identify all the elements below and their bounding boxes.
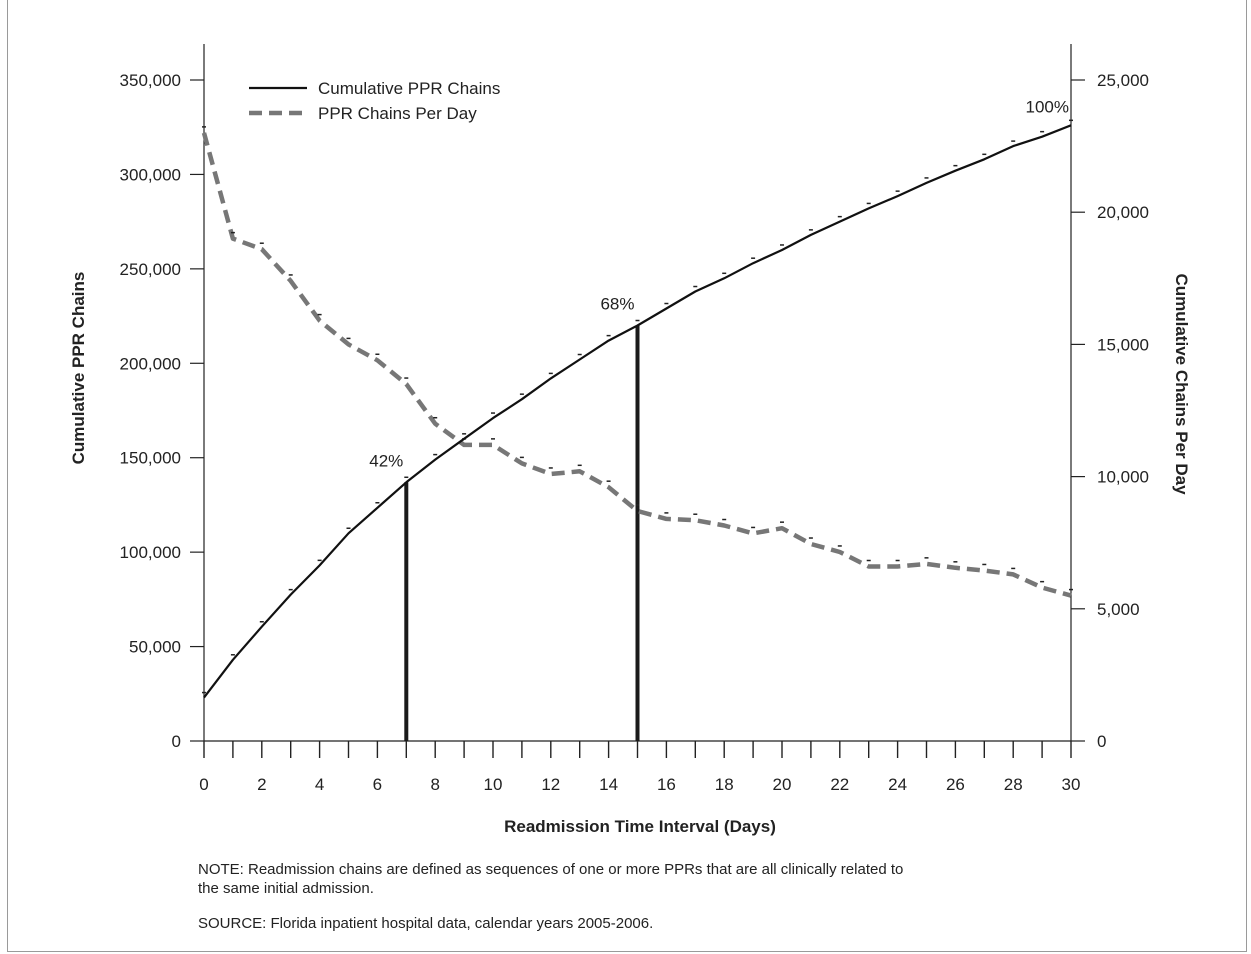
x-tick-label: 16 — [657, 775, 676, 794]
y-tick-label: 200,000 — [120, 354, 181, 373]
x-tick-label: 8 — [430, 775, 439, 794]
note: NOTE: Readmission chains are defined as … — [198, 860, 1098, 898]
axes: 0 2 4 6 8 10 12 14 16 18 20 22 24 26 28 30050,000100,00… — [120, 44, 1149, 794]
y-tick-label: 100,000 — [120, 543, 181, 562]
y2-tick-label: 25,000 — [1097, 71, 1149, 90]
legend-label-per-day: PPR Chains Per Day — [318, 104, 477, 123]
annotation-day-7: 42% — [369, 451, 403, 470]
y-tick-label: 50,000 — [129, 638, 181, 657]
x-tick-label: 26 — [946, 775, 965, 794]
x-tick-label: 12 — [541, 775, 560, 794]
x-tick-label: 28 — [1004, 775, 1023, 794]
y-tick-label: 150,000 — [120, 449, 181, 468]
note-line-2: the same initial admission. — [198, 880, 374, 897]
y-tick-label: 250,000 — [120, 260, 181, 279]
legend-label-cumulative: Cumulative PPR Chains — [318, 79, 500, 98]
x-tick-label: 30 — [1062, 775, 1081, 794]
y2-tick-label: 5,000 — [1097, 600, 1140, 619]
y-tick-label: 350,000 — [120, 71, 181, 90]
x-tick-label: 18 — [715, 775, 734, 794]
legend: Cumulative PPR Chains PPR Chains Per Day — [249, 79, 500, 123]
series-layer: 42% 68% 100% — [201, 97, 1073, 741]
x-tick-label: 0 — [199, 775, 208, 794]
y-tick-label: 0 — [172, 732, 181, 751]
x-tick-label: 14 — [599, 775, 618, 794]
figure-frame — [7, 0, 1247, 952]
y2-tick-label: 20,000 — [1097, 203, 1149, 222]
source-note: SOURCE: Florida inpatient hospital data,… — [198, 915, 654, 932]
x-tick-label: 2 — [257, 775, 266, 794]
x-tick-label: 4 — [315, 775, 324, 794]
y2-tick-label: 0 — [1097, 732, 1106, 751]
series-line-cumulative-ppr-chains — [203, 124, 1072, 699]
annotation-day-15: 68% — [600, 295, 634, 314]
x-tick-label: 22 — [830, 775, 849, 794]
x-tick-label: 10 — [484, 775, 503, 794]
annotation-day-30: 100% — [1026, 97, 1069, 116]
x-tick-label: 20 — [773, 775, 792, 794]
note-line-1: NOTE: Readmission chains are defined as … — [198, 861, 904, 878]
x-tick-label: 6 — [373, 775, 382, 794]
x-axis-title: Readmission Time Interval (Days) — [504, 817, 776, 836]
y-tick-label: 300,000 — [120, 165, 181, 184]
series-line-ppr-chains-per-day — [201, 132, 1072, 598]
y2-tick-label: 10,000 — [1097, 468, 1149, 487]
y2-axis-title: Cumulative Chains Per Day — [1172, 273, 1191, 495]
y2-tick-label: 15,000 — [1097, 335, 1149, 354]
y-axis-title: Cumulative PPR Chains — [69, 272, 88, 465]
x-tick-label: 24 — [888, 775, 907, 794]
